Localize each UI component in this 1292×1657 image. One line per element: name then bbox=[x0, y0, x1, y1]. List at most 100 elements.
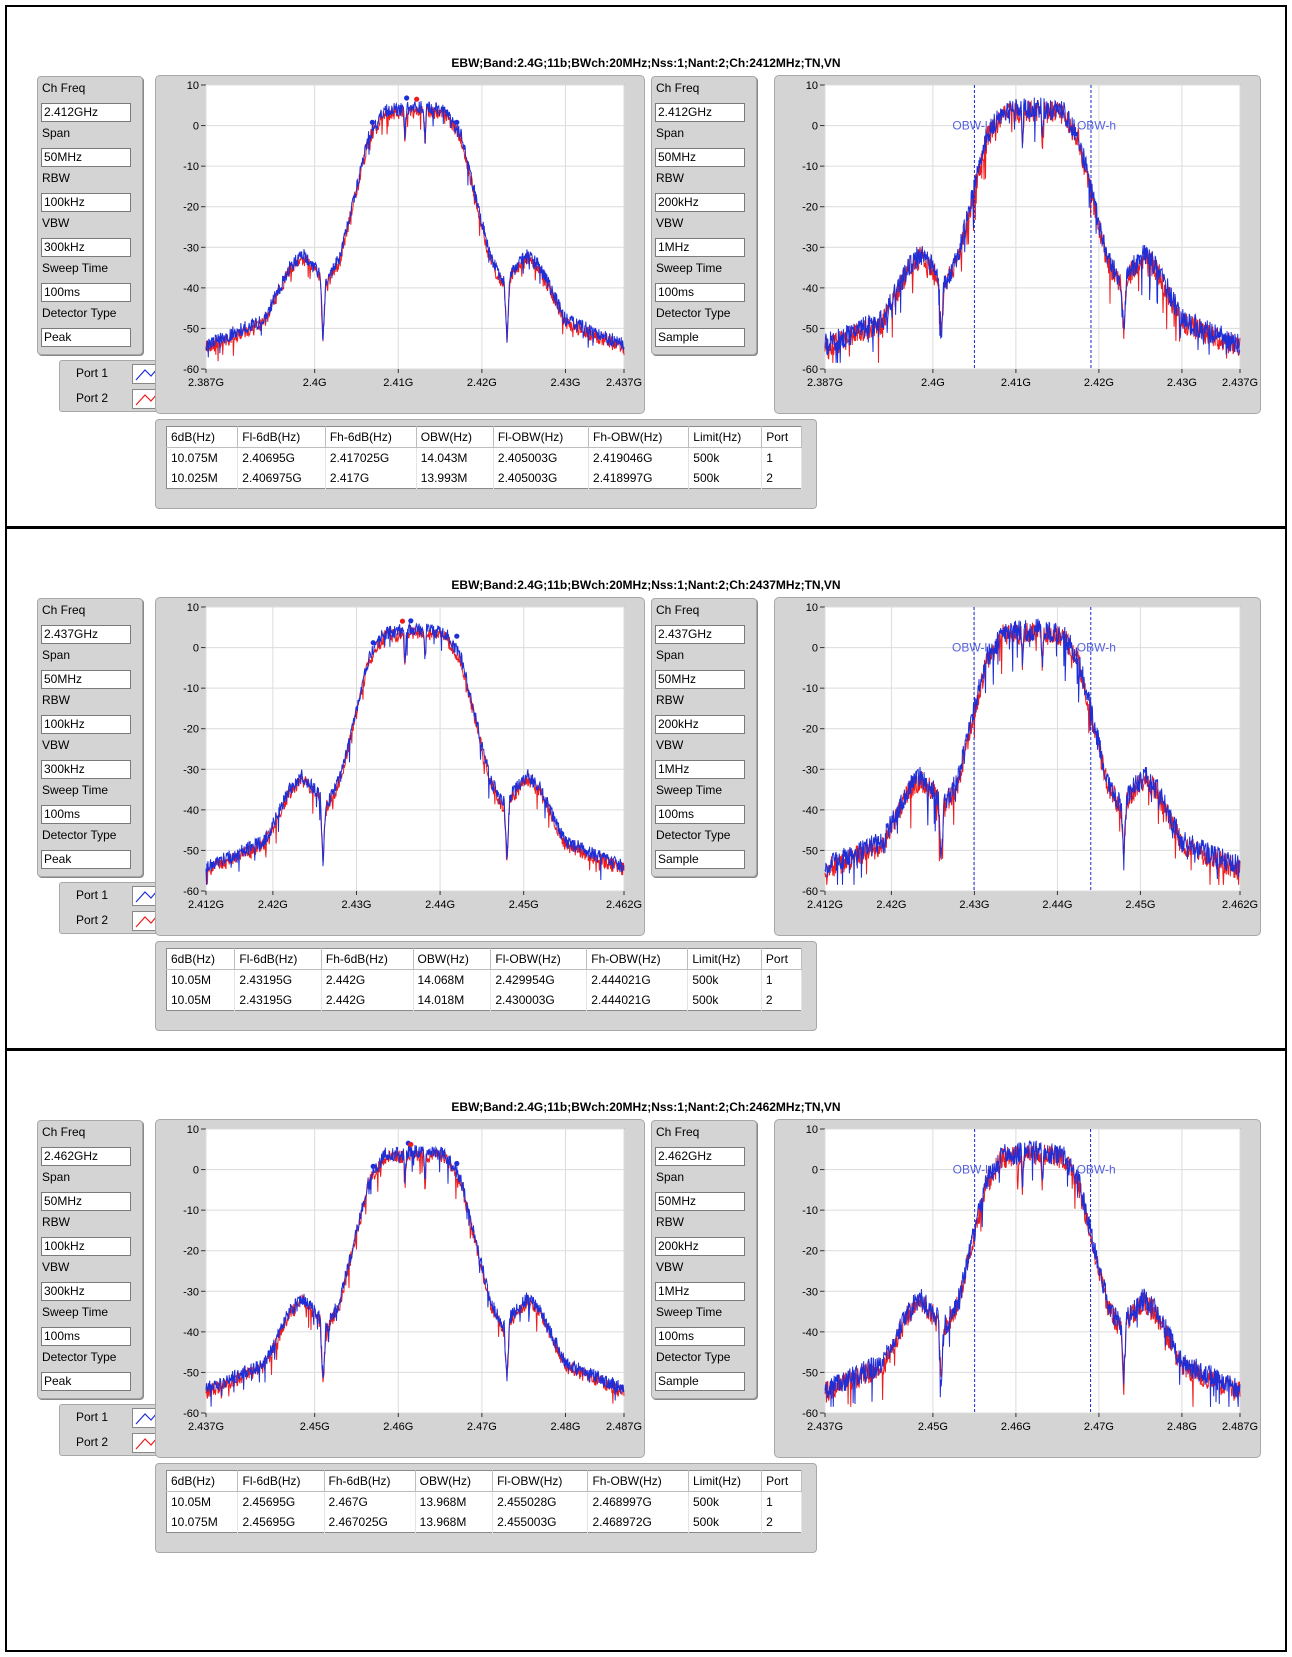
rbw-field[interactable]: 100kHz bbox=[41, 715, 131, 734]
sweep-time-field[interactable]: 100ms bbox=[655, 283, 745, 302]
sweep-time-field[interactable]: 100ms bbox=[41, 1327, 131, 1346]
detector-field[interactable]: Peak bbox=[41, 1372, 131, 1391]
table-cell: 14.018M bbox=[413, 990, 492, 1011]
x-tick-label: 2.46G bbox=[1001, 1421, 1031, 1433]
table-cell: 13.993M bbox=[416, 468, 494, 489]
y-tick-label: 10 bbox=[806, 1124, 818, 1136]
ch-freq-field[interactable]: 2.462GHz bbox=[41, 1147, 131, 1166]
rbw-field[interactable]: 200kHz bbox=[655, 715, 745, 734]
span-field[interactable]: 50MHz bbox=[41, 148, 131, 167]
ch-freq-field[interactable]: 2.412GHz bbox=[655, 103, 745, 122]
sweep-time-field[interactable]: 100ms bbox=[655, 805, 745, 824]
peak-marker bbox=[399, 618, 406, 624]
x-tick-label: 2.412G bbox=[807, 899, 843, 911]
table-header-cell: Limit(Hz) bbox=[687, 948, 762, 970]
y-tick-label: -30 bbox=[183, 1286, 199, 1298]
detector-label: Detector Type bbox=[42, 306, 117, 320]
y-tick-label: -30 bbox=[183, 764, 199, 776]
table-row[interactable]: 10.075M 2.45695G 2.467025G 13.968M 2.455003G… bbox=[166, 1512, 802, 1533]
vbw-field[interactable]: 300kHz bbox=[41, 1282, 131, 1301]
table-row[interactable]: 10.05M 2.43195G 2.442G 14.068M 2.429954G 2.44… bbox=[166, 969, 803, 990]
table-cell: 2.45695G bbox=[237, 1512, 325, 1533]
table-cell: 500k bbox=[688, 1512, 763, 1533]
detector-label: Detector Type bbox=[656, 306, 731, 320]
plot-area bbox=[824, 84, 1241, 370]
span-field[interactable]: 50MHz bbox=[41, 670, 131, 689]
sweep-time-label: Sweep Time bbox=[656, 261, 723, 275]
peak-marker bbox=[370, 1163, 376, 1169]
peak-marker bbox=[454, 119, 460, 125]
span-field[interactable]: 50MHz bbox=[655, 148, 745, 167]
detector-field[interactable]: Peak bbox=[41, 328, 131, 347]
table-header-cell: OBW(Hz) bbox=[413, 948, 492, 970]
table-row[interactable]: 10.025M 2.406975G 2.417G 13.993M 2.405003G 2.… bbox=[166, 468, 802, 489]
table-cell: 500k bbox=[687, 990, 762, 1011]
rbw-field[interactable]: 200kHz bbox=[655, 1237, 745, 1256]
y-tick-label: -60 bbox=[183, 1408, 199, 1420]
table-cell: 2.419046G bbox=[588, 447, 690, 468]
table-cell: 500k bbox=[688, 468, 763, 489]
sweep-time-field[interactable]: 100ms bbox=[655, 1327, 745, 1346]
vbw-field[interactable]: 1MHz bbox=[655, 760, 745, 779]
table-row[interactable]: 10.05M 2.45695G 2.467G 13.968M 2.455028G 2.46… bbox=[166, 1491, 802, 1512]
peak-marker bbox=[454, 1160, 460, 1167]
ch-freq-field[interactable]: 2.437GHz bbox=[41, 625, 131, 644]
table-row[interactable]: 10.075M 2.40695G 2.417025G 14.043M 2.405003G… bbox=[166, 447, 802, 468]
results-table: 6dB(Hz) Fl-6dB(Hz) Fh-6dB(Hz) OBW(Hz) Fl-OBW… bbox=[166, 1470, 802, 1533]
table-cell: 2.43195G bbox=[234, 969, 322, 990]
detector-field[interactable]: Sample bbox=[655, 850, 745, 869]
x-tick-label: 2.437G bbox=[1222, 377, 1258, 389]
table-header-cell: Fl-6dB(Hz) bbox=[234, 948, 322, 970]
y-tick-label: -40 bbox=[183, 283, 199, 295]
rbw-field[interactable]: 100kHz bbox=[41, 1237, 131, 1256]
vbw-label: VBW bbox=[42, 1260, 70, 1274]
span-field[interactable]: 50MHz bbox=[655, 1192, 745, 1211]
results-table-panel-2: 6dB(Hz) Fl-6dB(Hz) Fh-6dB(Hz) OBW(Hz) Fl-OBW… bbox=[155, 941, 817, 1031]
y-tick-label: -20 bbox=[183, 1246, 199, 1258]
ch-freq-field[interactable]: 2.412GHz bbox=[41, 103, 131, 122]
detector-field[interactable]: Peak bbox=[41, 850, 131, 869]
ch-freq-field[interactable]: 2.462GHz bbox=[655, 1147, 745, 1166]
y-tick-label: -20 bbox=[802, 1246, 818, 1258]
vbw-label: VBW bbox=[656, 1260, 684, 1274]
vbw-field[interactable]: 300kHz bbox=[41, 760, 131, 779]
table-header-cell: Fl-OBW(Hz) bbox=[493, 426, 590, 448]
sweep-time-field[interactable]: 100ms bbox=[41, 283, 131, 302]
table-header-cell: Fl-OBW(Hz) bbox=[492, 1470, 589, 1492]
x-tick-label: 2.437G bbox=[807, 1421, 843, 1433]
span-label: Span bbox=[656, 1170, 685, 1184]
x-tick-label: 2.45G bbox=[509, 899, 539, 911]
y-tick-label: -30 bbox=[802, 764, 818, 776]
table-cell: 2 bbox=[761, 990, 803, 1011]
ch-freq-field[interactable]: 2.437GHz bbox=[655, 625, 745, 644]
sweep-time-label: Sweep Time bbox=[42, 1305, 109, 1319]
right-settings-panel-1: Ch Freq 2.412GHz Span 50MHz RBW 200kHz VBW 1MHz… bbox=[651, 76, 757, 355]
detector-field[interactable]: Sample bbox=[655, 1372, 745, 1391]
y-tick-label: -60 bbox=[802, 886, 818, 898]
detector-field[interactable]: Sample bbox=[655, 328, 745, 347]
rbw-field[interactable]: 100kHz bbox=[41, 193, 131, 212]
table-cell: 2.430003G bbox=[490, 990, 588, 1011]
x-tick-label: 2.43G bbox=[550, 377, 580, 389]
vbw-field[interactable]: 1MHz bbox=[655, 1282, 745, 1301]
x-tick-label: 2.43G bbox=[341, 899, 371, 911]
span-field[interactable]: 50MHz bbox=[655, 670, 745, 689]
legend-row-port1[interactable]: Port 1 bbox=[60, 361, 172, 385]
table-cell: 500k bbox=[688, 1491, 763, 1512]
results-table: 6dB(Hz) Fl-6dB(Hz) Fh-6dB(Hz) OBW(Hz) Fl-OBW… bbox=[166, 948, 803, 1011]
sweep-time-field[interactable]: 100ms bbox=[41, 805, 131, 824]
result-section-1: EBW;Band:2.4G;11b;BWch:20MHz;Nss:1;Nant:… bbox=[5, 5, 1287, 528]
right-spectrum-chart-1: 10 0 -10 -20 -30 -40 -50 -60 2.387G 2.4G 2.41G 2.42… bbox=[774, 75, 1261, 414]
rbw-field[interactable]: 200kHz bbox=[655, 193, 745, 212]
table-cell: 2.418997G bbox=[588, 468, 690, 489]
vbw-field[interactable]: 300kHz bbox=[41, 238, 131, 257]
obw-marker-label: OBW-h bbox=[1077, 641, 1116, 655]
table-cell: 10.075M bbox=[166, 447, 239, 468]
span-field[interactable]: 50MHz bbox=[41, 1192, 131, 1211]
table-row[interactable]: 10.05M 2.43195G 2.442G 14.018M 2.430003G 2.44… bbox=[166, 990, 803, 1011]
plot-area bbox=[205, 84, 625, 370]
table-cell: 10.075M bbox=[166, 1512, 239, 1533]
left-settings-panel-2: Ch Freq 2.437GHz Span 50MHz RBW 100kHz VBW 300k… bbox=[37, 598, 143, 877]
vbw-field[interactable]: 1MHz bbox=[655, 238, 745, 257]
y-tick-label: 0 bbox=[812, 1165, 818, 1177]
